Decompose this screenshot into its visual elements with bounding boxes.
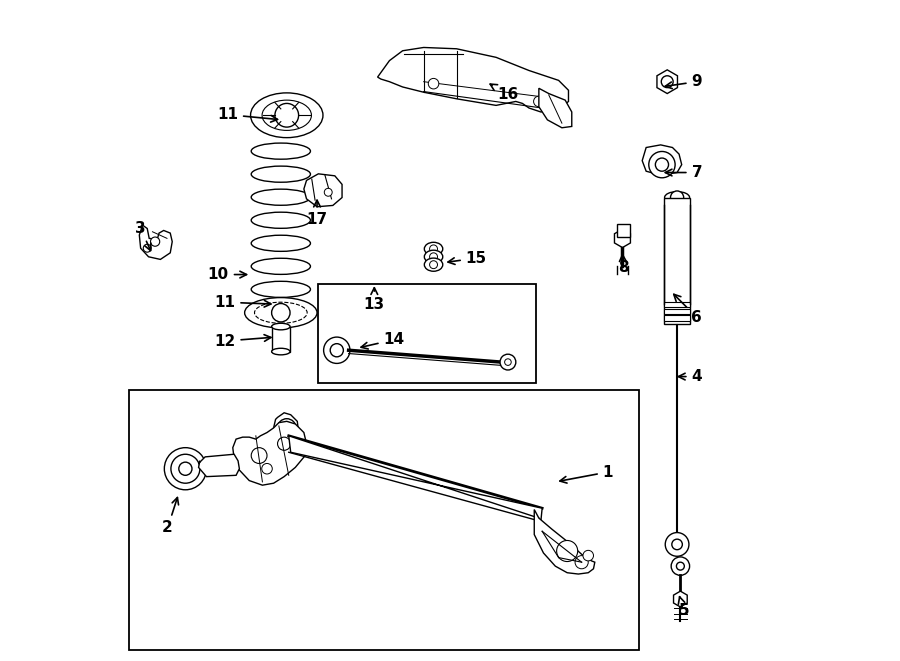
- Text: 5: 5: [679, 597, 689, 618]
- Text: 1: 1: [560, 465, 613, 483]
- Ellipse shape: [424, 258, 443, 271]
- Circle shape: [143, 245, 151, 253]
- Polygon shape: [233, 421, 307, 485]
- Circle shape: [670, 191, 684, 204]
- Polygon shape: [535, 510, 595, 574]
- Ellipse shape: [664, 192, 689, 204]
- Bar: [617, 224, 630, 237]
- Polygon shape: [615, 229, 630, 248]
- Bar: [129, 390, 639, 650]
- Ellipse shape: [250, 93, 323, 137]
- Text: 10: 10: [208, 267, 247, 282]
- Text: 9: 9: [665, 74, 702, 89]
- Ellipse shape: [424, 251, 443, 263]
- Text: 4: 4: [679, 369, 702, 384]
- Circle shape: [179, 462, 192, 475]
- Circle shape: [272, 303, 290, 322]
- Circle shape: [677, 563, 684, 570]
- Text: 6: 6: [674, 294, 702, 325]
- Circle shape: [671, 539, 682, 550]
- Circle shape: [665, 533, 688, 557]
- Ellipse shape: [251, 212, 310, 228]
- Text: 8: 8: [617, 254, 628, 276]
- Circle shape: [324, 337, 350, 364]
- Circle shape: [505, 359, 511, 366]
- Circle shape: [277, 437, 291, 450]
- Polygon shape: [289, 436, 542, 522]
- Circle shape: [428, 79, 439, 89]
- Bar: [664, 302, 690, 307]
- Text: 11: 11: [214, 295, 271, 310]
- Ellipse shape: [251, 143, 310, 159]
- Circle shape: [150, 237, 159, 247]
- Ellipse shape: [251, 235, 310, 251]
- Text: 13: 13: [364, 288, 385, 312]
- Ellipse shape: [272, 323, 290, 330]
- Polygon shape: [657, 70, 678, 94]
- Circle shape: [671, 557, 689, 575]
- Circle shape: [575, 556, 589, 568]
- Text: 17: 17: [307, 200, 328, 227]
- Circle shape: [251, 447, 267, 463]
- Bar: [664, 309, 690, 314]
- Circle shape: [534, 96, 544, 106]
- Ellipse shape: [251, 258, 310, 274]
- Polygon shape: [274, 412, 299, 442]
- Circle shape: [429, 253, 437, 260]
- Ellipse shape: [245, 297, 317, 328]
- Ellipse shape: [272, 348, 290, 355]
- Text: 14: 14: [361, 332, 405, 349]
- Text: 2: 2: [162, 498, 178, 535]
- Polygon shape: [304, 174, 342, 207]
- Circle shape: [274, 103, 299, 127]
- Text: 16: 16: [491, 84, 518, 102]
- Ellipse shape: [251, 166, 310, 182]
- Circle shape: [662, 76, 673, 88]
- Bar: [272, 327, 290, 352]
- Text: 12: 12: [214, 334, 271, 348]
- Ellipse shape: [251, 189, 310, 206]
- Circle shape: [171, 454, 200, 483]
- Circle shape: [500, 354, 516, 370]
- Circle shape: [556, 541, 578, 562]
- Circle shape: [165, 447, 206, 490]
- Circle shape: [649, 151, 675, 178]
- Polygon shape: [140, 225, 172, 259]
- Circle shape: [330, 344, 344, 357]
- Ellipse shape: [424, 243, 443, 255]
- Polygon shape: [199, 454, 239, 477]
- Bar: [664, 198, 690, 324]
- Bar: [319, 284, 536, 383]
- Bar: [664, 315, 690, 321]
- Circle shape: [283, 424, 291, 432]
- Circle shape: [262, 463, 273, 474]
- Ellipse shape: [251, 282, 310, 297]
- Polygon shape: [378, 48, 569, 112]
- Polygon shape: [673, 591, 688, 607]
- Circle shape: [655, 158, 669, 171]
- Polygon shape: [539, 89, 572, 128]
- Circle shape: [277, 418, 296, 437]
- Polygon shape: [643, 145, 681, 175]
- Circle shape: [429, 260, 437, 268]
- Text: 15: 15: [448, 251, 487, 266]
- Text: 3: 3: [135, 221, 151, 251]
- Circle shape: [324, 188, 332, 196]
- Circle shape: [583, 551, 593, 561]
- Circle shape: [429, 245, 437, 253]
- Text: 11: 11: [217, 107, 277, 122]
- Text: 7: 7: [665, 165, 702, 180]
